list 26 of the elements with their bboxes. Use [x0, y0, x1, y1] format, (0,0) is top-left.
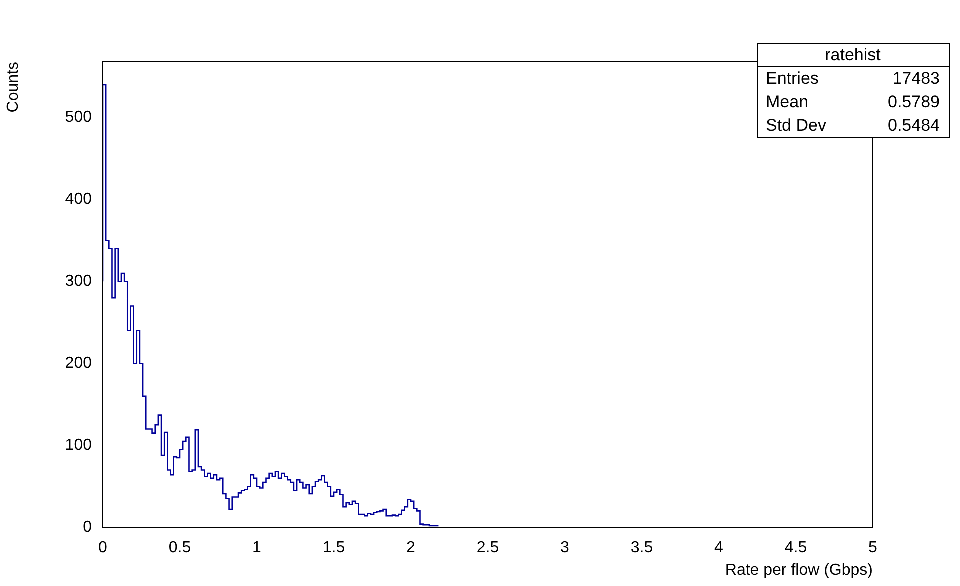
x-tick-label: 0 — [98, 540, 108, 557]
x-tick-label: 3 — [560, 540, 570, 557]
y-tick-label: 300 — [65, 273, 92, 290]
x-tick-label: 1 — [252, 540, 262, 557]
x-axis-title: Rate per flow (Gbps) — [725, 562, 873, 579]
x-tick-label: 3.5 — [630, 540, 654, 557]
x-tick-label: 1.5 — [322, 540, 346, 557]
y-tick-label: 200 — [65, 355, 92, 372]
annotation: Entries — [766, 68, 819, 88]
x-tick-label: 4.5 — [784, 540, 808, 557]
y-tick-label: 400 — [65, 191, 92, 208]
x-tick-label: 0.5 — [168, 540, 192, 557]
annotation: Std Dev — [766, 116, 827, 135]
annotation: ratehist — [825, 45, 882, 64]
x-tick-label: 5 — [868, 540, 878, 557]
y-tick-label: 0 — [83, 519, 92, 536]
annotation: Mean — [766, 92, 809, 112]
y-axis-title: Counts — [5, 62, 22, 113]
x-tick-label: 2.5 — [476, 540, 500, 557]
x-tick-label: 4 — [714, 540, 724, 557]
y-tick-label: 500 — [65, 109, 92, 126]
x-tick-label: 2 — [406, 540, 416, 557]
y-tick-label: 100 — [65, 437, 92, 454]
text: 0.5484 — [888, 116, 940, 135]
text: 17483 — [892, 68, 940, 88]
text: 0.5789 — [888, 92, 940, 112]
